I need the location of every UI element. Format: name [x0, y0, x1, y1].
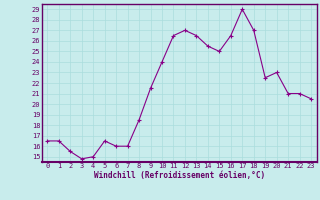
- X-axis label: Windchill (Refroidissement éolien,°C): Windchill (Refroidissement éolien,°C): [94, 171, 265, 180]
